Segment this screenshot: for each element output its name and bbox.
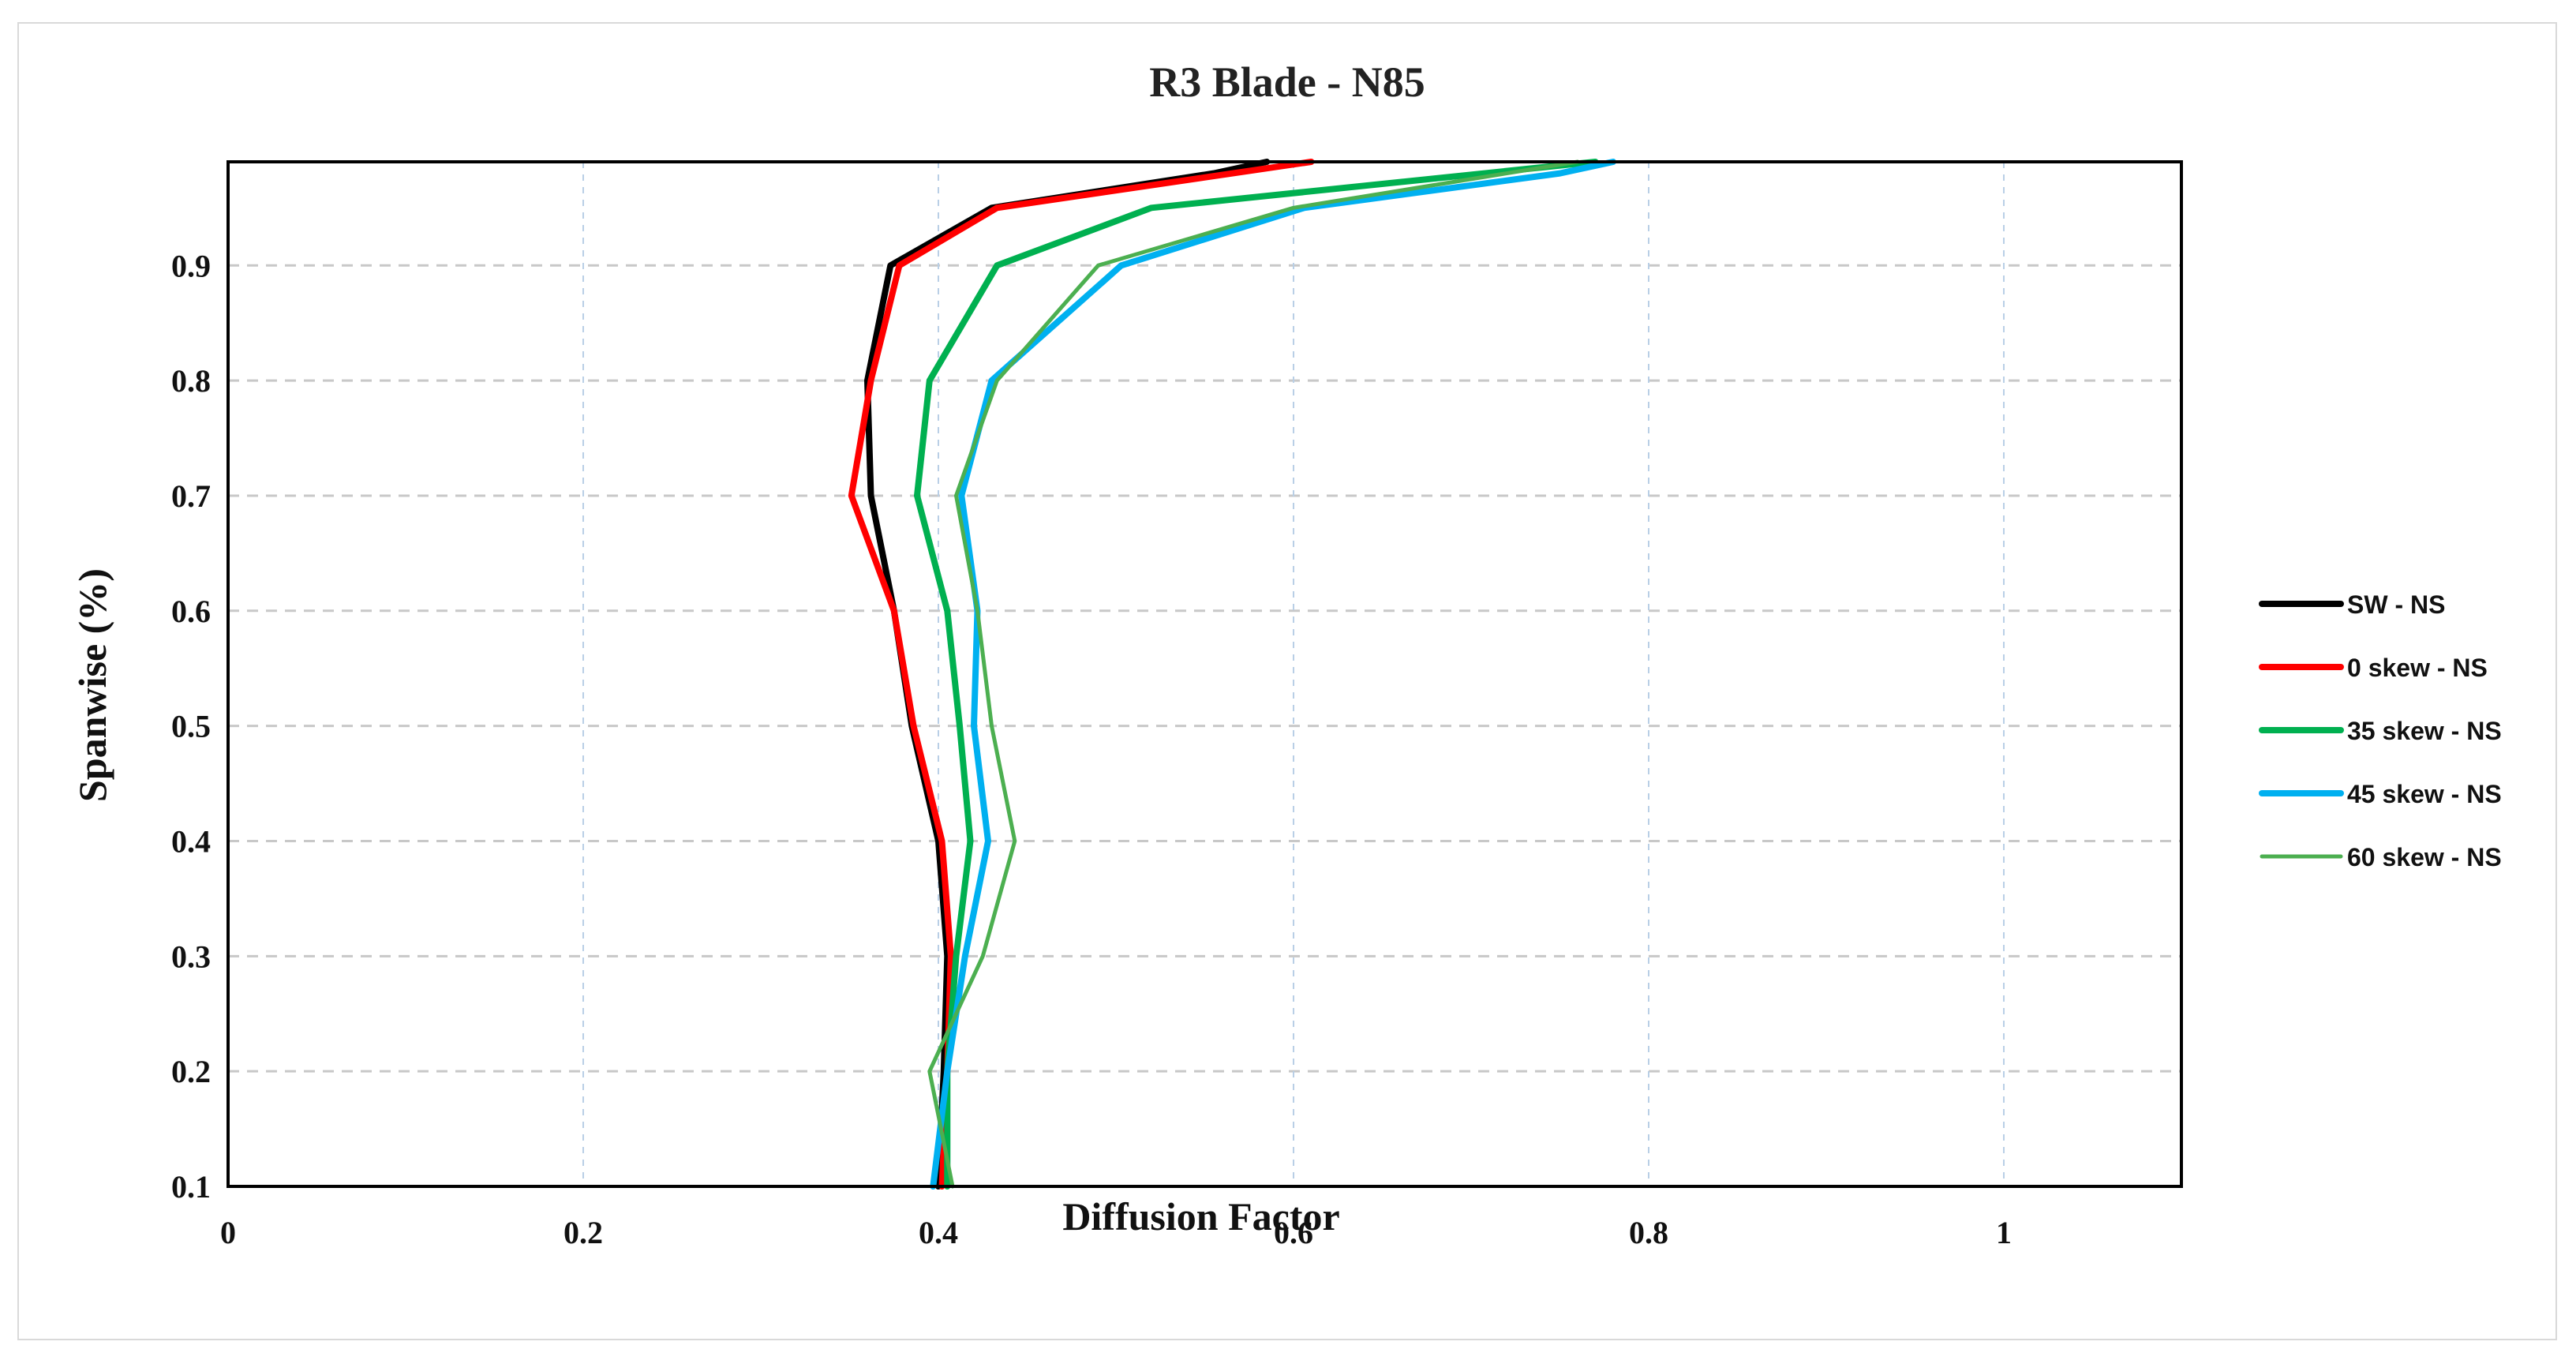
x-tick-label: 1 — [1996, 1215, 2012, 1250]
y-tick-label: 0.7 — [171, 478, 211, 514]
x-tick-label: 0.2 — [564, 1215, 603, 1250]
y-axis-title: Spanwise (%) — [70, 568, 114, 802]
chart-title: R3 Blade - N85 — [1149, 58, 1425, 106]
x-tick-label: 0.6 — [1274, 1215, 1313, 1250]
x-tick-label: 0 — [220, 1215, 236, 1250]
y-tick-label: 0.5 — [171, 709, 211, 744]
grid — [228, 162, 2181, 1188]
y-tick-label: 0.8 — [171, 363, 211, 399]
x-tick-label: 0.8 — [1629, 1215, 1668, 1250]
legend-label-1: SW - NS — [2347, 590, 2445, 619]
line-chart: R3 Blade - N85 0 0.2 0.4 0.6 0.8 1 0.10.20.30… — [70, 58, 2502, 1250]
series-line-3 — [914, 159, 1599, 1190]
y-tick-label: 0.2 — [171, 1054, 211, 1089]
legend-label-3: 35 skew - NS — [2347, 717, 2502, 745]
legend-label-5: 60 skew - NS — [2347, 843, 2502, 871]
y-tick-label: 0.1 — [171, 1169, 211, 1205]
x-axis-ticks: 0 0.2 0.4 0.6 0.8 1 — [220, 1215, 2012, 1250]
y-tick-label: 0.9 — [171, 248, 211, 283]
legend: SW - NS 0 skew - NS 35 skew - NS 45 skew - … — [2259, 590, 2502, 871]
series-line-5 — [927, 159, 1580, 1189]
chart-frame: R3 Blade - N85 0 0.2 0.4 0.6 0.8 1 0.1 0.2 0.3 0… — [17, 22, 2557, 1340]
series-line-4 — [930, 159, 1616, 1190]
x-axis-title: Diffusion Factor — [1062, 1194, 1339, 1238]
y-tick-label: 0.6 — [171, 594, 211, 629]
y-tick-label: 0.3 — [171, 939, 211, 974]
y-tick-label: 0.4 — [171, 823, 211, 859]
y-axis-ticks: 0.1 0.2 0.3 0.4 0.5 0.6 0.7 0.8 0.9 — [171, 248, 211, 1205]
x-tick-label: 0.4 — [919, 1215, 958, 1250]
series-lines — [848, 159, 1616, 1190]
series-line-2 — [848, 159, 1315, 1190]
legend-label-4: 45 skew - NS — [2347, 780, 2502, 808]
plot-area — [227, 160, 2183, 1188]
legend-label-2: 0 skew - NS — [2347, 654, 2488, 682]
